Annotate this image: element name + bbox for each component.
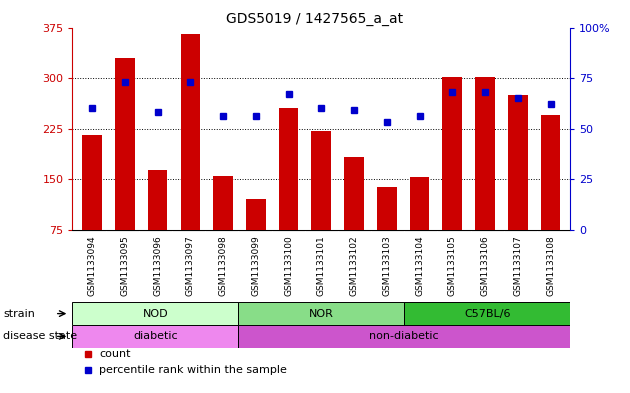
Text: GDS5019 / 1427565_a_at: GDS5019 / 1427565_a_at (226, 12, 404, 26)
Text: percentile rank within the sample: percentile rank within the sample (99, 365, 287, 375)
Text: diabetic: diabetic (133, 331, 178, 342)
Bar (115, 58, 135, 230)
Bar (72, 302, 238, 325)
Bar (311, 130, 331, 230)
Bar (508, 95, 527, 230)
Bar (72, 325, 238, 348)
Bar (238, 325, 570, 348)
Bar (148, 170, 168, 230)
Text: GSM1133097: GSM1133097 (186, 235, 195, 296)
Bar (404, 302, 570, 325)
Text: GSM1133095: GSM1133095 (120, 235, 129, 296)
Text: C57BL/6: C57BL/6 (464, 309, 510, 319)
Bar (377, 187, 397, 230)
Text: non-diabetic: non-diabetic (369, 331, 439, 342)
Text: GSM1133100: GSM1133100 (284, 235, 293, 296)
Bar (181, 34, 200, 230)
Text: GSM1133106: GSM1133106 (481, 235, 490, 296)
Bar (410, 177, 430, 230)
Text: GSM1133104: GSM1133104 (415, 235, 424, 296)
Bar (246, 199, 266, 230)
Text: GSM1133096: GSM1133096 (153, 235, 162, 296)
Text: GSM1133108: GSM1133108 (546, 235, 555, 296)
Bar (475, 77, 495, 230)
Bar (344, 157, 364, 230)
Text: GSM1133105: GSM1133105 (448, 235, 457, 296)
Bar (541, 115, 560, 230)
Text: GSM1133094: GSM1133094 (88, 235, 96, 296)
Text: count: count (99, 349, 130, 359)
Text: NOD: NOD (142, 309, 168, 319)
Bar (213, 176, 233, 230)
Text: GSM1133101: GSM1133101 (317, 235, 326, 296)
Text: strain: strain (3, 309, 35, 319)
Bar (238, 302, 404, 325)
Text: GSM1133102: GSM1133102 (350, 235, 358, 296)
Text: NOR: NOR (309, 309, 334, 319)
Text: GSM1133103: GSM1133103 (382, 235, 391, 296)
Text: GSM1133107: GSM1133107 (513, 235, 522, 296)
Text: GSM1133098: GSM1133098 (219, 235, 227, 296)
Bar (83, 135, 102, 230)
Text: GSM1133099: GSM1133099 (251, 235, 260, 296)
Text: disease state: disease state (3, 331, 77, 342)
Bar (442, 77, 462, 230)
Bar (278, 108, 299, 230)
